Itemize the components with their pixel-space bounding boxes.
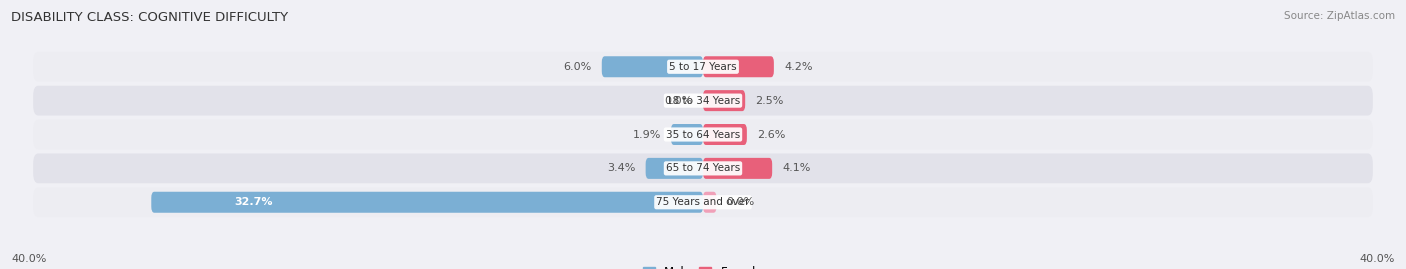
Text: 2.6%: 2.6% [756,129,786,140]
Text: 0.0%: 0.0% [727,197,755,207]
Text: Source: ZipAtlas.com: Source: ZipAtlas.com [1284,11,1395,21]
FancyBboxPatch shape [152,192,703,213]
Text: 4.2%: 4.2% [785,62,813,72]
FancyBboxPatch shape [703,158,772,179]
FancyBboxPatch shape [34,52,1372,82]
Text: 1.9%: 1.9% [633,129,661,140]
Text: 5 to 17 Years: 5 to 17 Years [669,62,737,72]
Text: 3.4%: 3.4% [607,163,636,174]
Text: 40.0%: 40.0% [11,254,46,264]
FancyBboxPatch shape [34,120,1372,149]
FancyBboxPatch shape [703,192,717,213]
Text: 4.1%: 4.1% [782,163,811,174]
Legend: Male, Female: Male, Female [643,266,763,269]
Text: 6.0%: 6.0% [564,62,592,72]
Text: 75 Years and over: 75 Years and over [657,197,749,207]
FancyBboxPatch shape [703,124,747,145]
Text: 32.7%: 32.7% [233,197,273,207]
Text: 40.0%: 40.0% [1360,254,1395,264]
FancyBboxPatch shape [645,158,703,179]
FancyBboxPatch shape [602,56,703,77]
FancyBboxPatch shape [34,86,1372,115]
FancyBboxPatch shape [671,124,703,145]
FancyBboxPatch shape [34,154,1372,183]
Text: 18 to 34 Years: 18 to 34 Years [666,95,740,106]
Text: 35 to 64 Years: 35 to 64 Years [666,129,740,140]
Text: 65 to 74 Years: 65 to 74 Years [666,163,740,174]
Text: 2.5%: 2.5% [755,95,783,106]
FancyBboxPatch shape [703,56,773,77]
FancyBboxPatch shape [703,90,745,111]
Text: 0.0%: 0.0% [665,95,693,106]
FancyBboxPatch shape [34,187,1372,217]
Text: DISABILITY CLASS: COGNITIVE DIFFICULTY: DISABILITY CLASS: COGNITIVE DIFFICULTY [11,11,288,24]
